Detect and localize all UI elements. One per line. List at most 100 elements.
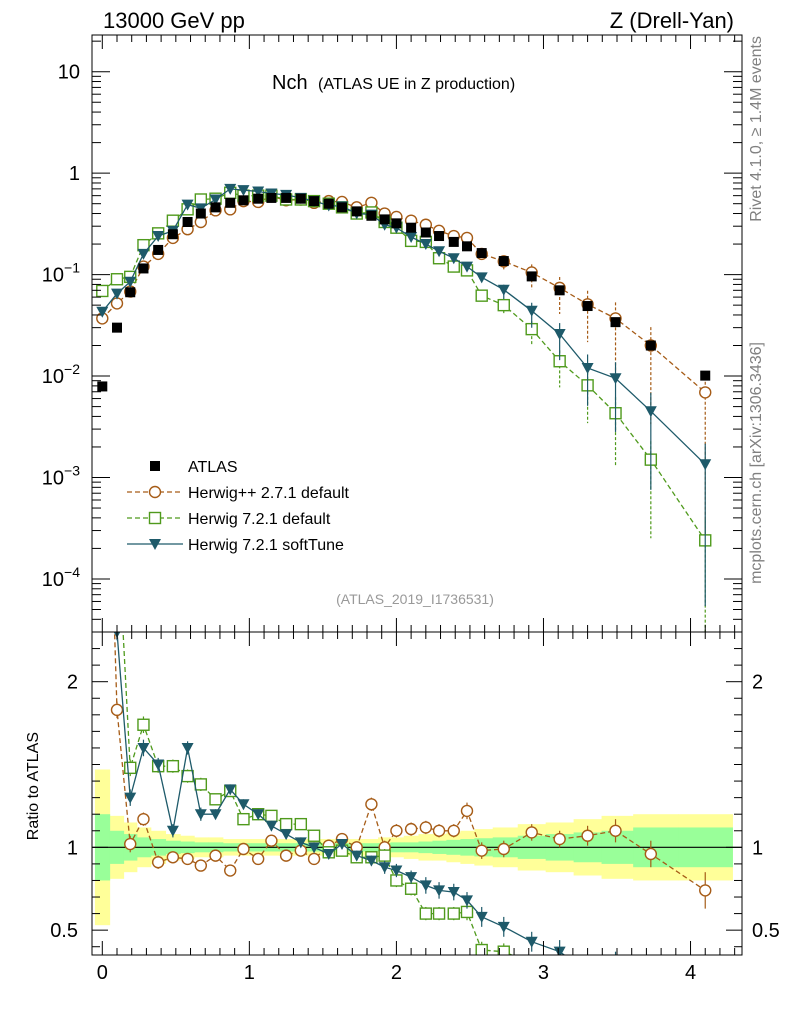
ratio-ytick-label: 0.5	[50, 920, 78, 942]
ratio-point-herwig721	[419, 907, 433, 920]
main-point-atlas	[266, 192, 277, 203]
ratio-frame	[91, 631, 743, 956]
main-point-softtune	[137, 248, 150, 260]
main-point-softtune	[553, 328, 566, 340]
ratio-point-softtune	[350, 850, 363, 862]
ratio-point-softtune	[308, 842, 321, 854]
legend-marker-softtune	[149, 539, 161, 550]
main-point-atlas	[582, 301, 593, 312]
main-point-softtune	[124, 276, 137, 288]
main-ytick-label: 10	[58, 62, 80, 84]
main-point-softtune	[405, 231, 418, 243]
ratio-point-herwig721	[497, 945, 510, 955]
main-point-softtune	[447, 253, 460, 265]
main-point-softtune	[475, 272, 488, 284]
ratio-panel: 0 1 2 3 4 2 2 1 1 0.5 0.5 Ratio to ATLAS	[25, 631, 780, 984]
main-point-softtune	[497, 284, 510, 296]
main-ytick-label-exp: −3	[64, 463, 80, 479]
ratio-axes: 0 1 2 3 4 2 2 1 1 0.5 0.5	[50, 632, 780, 984]
main-point-herwigpp	[699, 386, 712, 399]
xtick-label: 3	[538, 962, 549, 984]
ratio-point-softtune	[365, 855, 378, 867]
ratio-ylabel: Ratio to ATLAS	[25, 732, 42, 840]
ratio-point-herwigpp	[124, 837, 137, 851]
ratio-point-herwig721	[432, 907, 446, 920]
ratio-point-softtune	[124, 792, 137, 804]
ratio-point-herwig721	[378, 849, 391, 862]
ratio-point-softtune	[447, 887, 460, 899]
ratio-ytick-label-right: 1	[752, 837, 763, 859]
main-point-softtune	[181, 199, 194, 211]
main-point-atlas	[645, 340, 656, 351]
main-point-atlas	[448, 236, 459, 247]
main-point-atlas	[138, 263, 149, 274]
header-process: Z (Drell-Yan)	[610, 8, 734, 33]
main-point-atlas	[351, 206, 362, 217]
ratio-point-softtune	[294, 837, 307, 849]
ratio-ytick-label: 2	[67, 672, 78, 694]
ratio-point-softtune	[166, 825, 179, 837]
ratio-point-herwigpp	[194, 859, 208, 872]
main-point-atlas	[112, 322, 122, 333]
side-label-mcplots: mcplots.cern.ch [arXiv:1306.3436]	[748, 342, 765, 584]
ratio-point-herwigpp	[110, 703, 124, 717]
ratio-point-softtune	[497, 921, 510, 933]
ratio-ytick-label-right: 2	[752, 672, 763, 694]
ratio-point-softtune	[433, 885, 446, 897]
main-point-softtune	[152, 231, 165, 243]
chart-title-main: Nch	[272, 72, 308, 94]
ratio-point-softtune	[237, 799, 250, 811]
ratio-point-softtune	[280, 829, 293, 841]
main-point-softtune	[96, 306, 109, 318]
ratio-point-herwigpp	[447, 824, 460, 837]
ratio-point-softtune	[209, 809, 222, 821]
ratio-point-herwig721	[475, 943, 488, 955]
ratio-point-herwig721	[404, 882, 418, 895]
main-point-atlas	[97, 381, 108, 392]
ratio-point-herwig721	[237, 812, 250, 826]
ratio-point-herwig721	[209, 793, 222, 806]
main-point-atlas	[295, 193, 306, 204]
ratio-ytick-label-right: 0.5	[752, 920, 780, 942]
main-point-atlas	[610, 317, 621, 328]
xtick-label: 2	[391, 962, 402, 984]
ratio-point-softtune	[252, 809, 265, 821]
ratio-point-softtune	[152, 759, 165, 771]
ratio-point-softtune	[405, 872, 418, 884]
ratio-point-herwigpp	[390, 824, 403, 837]
legend-label-softtune: Herwig 7.2.1 softTune	[188, 537, 344, 554]
ratio-point-herwigpp	[265, 834, 278, 847]
main-ytick-label: 10−3	[42, 463, 80, 490]
xtick-label: 4	[685, 962, 696, 984]
ratio-point-herwigpp	[699, 884, 712, 897]
ratio-point-softtune	[475, 911, 488, 923]
chart-title: Nch (ATLAS UE in Z production)	[272, 72, 515, 94]
ratio-point-herwigpp	[460, 804, 474, 818]
main-series-layer	[96, 183, 712, 632]
ratio-point-herwig721	[447, 907, 460, 920]
main-point-softtune	[419, 239, 432, 251]
ratio-point-softtune	[390, 865, 403, 877]
ratio-point-softtune	[336, 839, 348, 851]
main-point-atlas	[420, 227, 431, 238]
main-ytick-label-exp: −4	[64, 564, 80, 580]
ratio-point-softtune	[461, 895, 473, 907]
ratio-point-herwig721	[294, 817, 308, 831]
main-point-atlas	[526, 271, 537, 282]
ratio-point-herwigpp	[432, 824, 446, 837]
ratio-point-softtune	[553, 946, 566, 955]
ratio-point-herwigpp	[224, 864, 237, 877]
main-point-atlas	[309, 196, 320, 207]
main-point-softtune	[644, 406, 657, 418]
main-point-atlas	[238, 195, 249, 206]
main-point-softtune	[209, 194, 222, 206]
main-point-atlas	[253, 193, 264, 204]
main-point-softtune	[525, 305, 538, 317]
main-point-atlas	[195, 208, 206, 219]
legend: ATLAS Herwig++ 2.7.1 default Herwig 7.2.1 …	[127, 459, 350, 554]
main-point-atlas	[281, 192, 292, 203]
ratio-point-herwigpp	[166, 851, 180, 864]
ratio-point-herwigpp	[181, 852, 194, 866]
